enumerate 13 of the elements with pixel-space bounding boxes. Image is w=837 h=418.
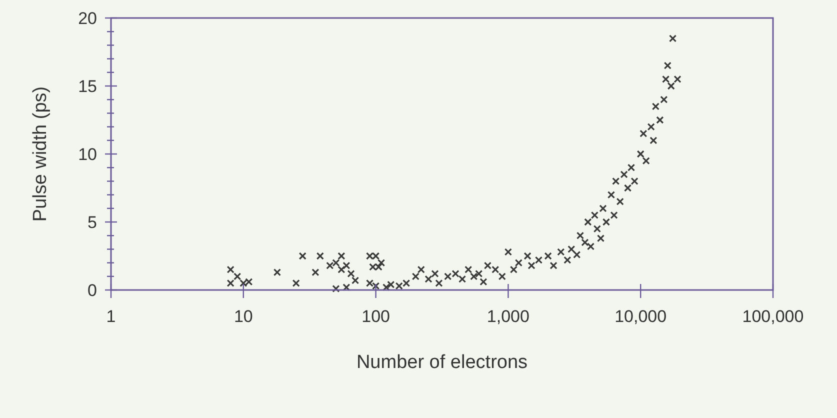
- x-tick-label: 10,000: [614, 307, 667, 326]
- x-tick-label: 10: [234, 307, 253, 326]
- y-tick-label: 0: [88, 280, 97, 300]
- y-tick-label: 5: [88, 212, 97, 232]
- y-tick-label: 20: [78, 8, 97, 28]
- x-tick-label: 1,000: [486, 307, 530, 326]
- x-axis-title: Number of electrons: [356, 352, 528, 373]
- x-tick-label: 1: [106, 307, 116, 326]
- y-tick-label: 15: [78, 76, 97, 96]
- x-tick-label: 100,000: [742, 307, 804, 326]
- y-axis-title: Pulse width (ps): [30, 86, 51, 222]
- x-tick-label: 100: [362, 307, 390, 326]
- y-tick-label: 10: [78, 144, 97, 164]
